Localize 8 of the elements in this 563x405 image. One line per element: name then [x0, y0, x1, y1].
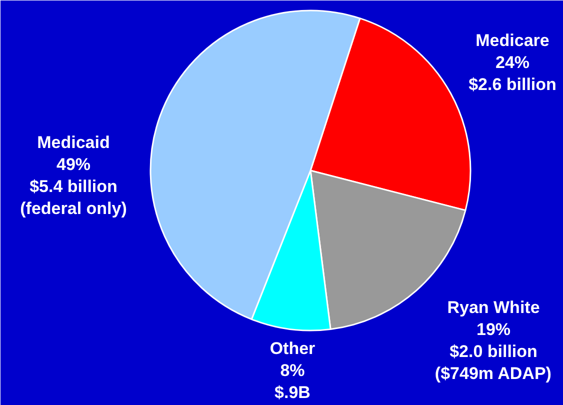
slice-label: Other: [270, 339, 316, 358]
slice-label: Medicare: [476, 31, 550, 50]
slice-label: Ryan White: [447, 298, 540, 317]
slice-label: Medicaid: [37, 133, 110, 152]
data-label: 24% $2.6 billion: [468, 53, 556, 94]
data-label: 8% $.9B: [274, 361, 310, 402]
data-label: 19% $2.0 billion ($749m ADAP): [434, 320, 552, 383]
data-label: 49% $5.4 billion (federal only): [20, 155, 127, 218]
